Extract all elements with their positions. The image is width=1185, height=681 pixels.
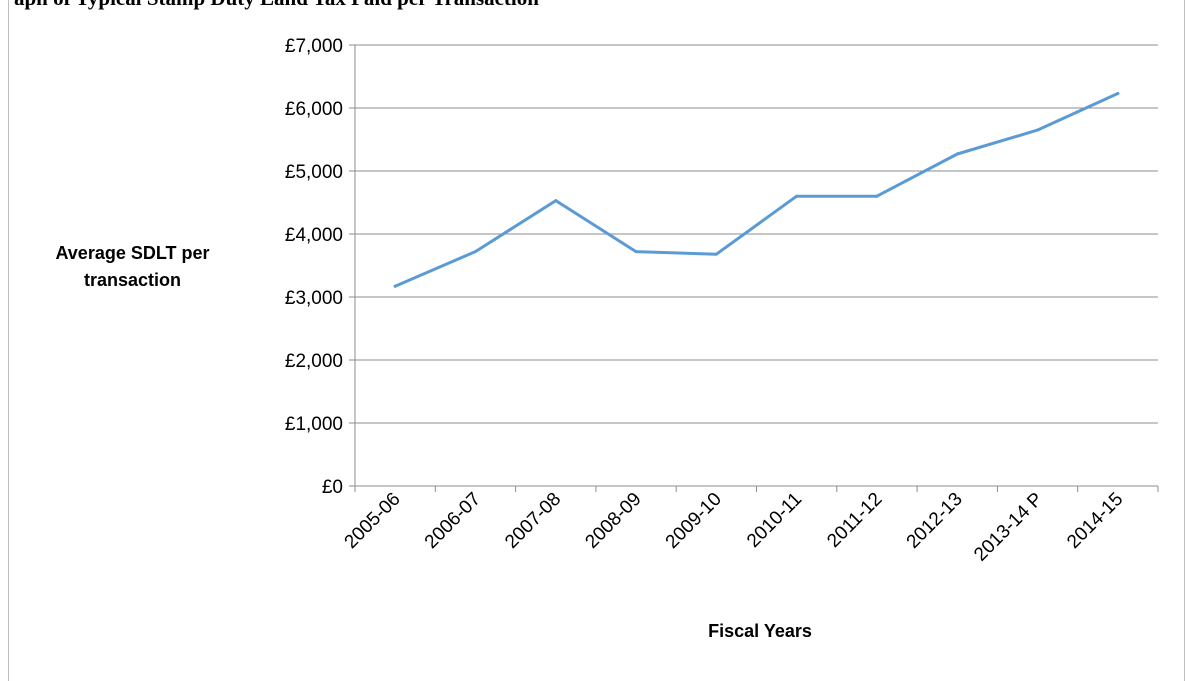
axes xyxy=(354,45,1159,492)
series-line xyxy=(393,92,1120,288)
data-point xyxy=(1116,92,1120,96)
data-point xyxy=(634,250,638,254)
data-point xyxy=(714,252,718,256)
y-tick-label: £3,000 xyxy=(285,288,343,309)
data-point xyxy=(473,250,477,254)
y-tick-label: £1,000 xyxy=(285,414,343,435)
x-tick-label: 2007-08 xyxy=(501,489,565,553)
chart-title-fragment: aph of Typical Stamp Duty Land Tax Paid … xyxy=(14,0,539,11)
series-layer xyxy=(393,92,1120,288)
data-point xyxy=(1036,128,1040,132)
gridlines xyxy=(349,44,1158,487)
data-point xyxy=(393,284,397,288)
x-tick-label: 2011-12 xyxy=(823,489,886,552)
data-point xyxy=(795,194,799,198)
y-axis-label: Average SDLT per transaction xyxy=(55,243,210,290)
x-tick-label: 2010-11 xyxy=(743,489,806,552)
data-point xyxy=(955,152,959,156)
x-tick-label: 2014-15 xyxy=(1063,489,1127,553)
data-point xyxy=(554,199,558,203)
data-point xyxy=(875,194,879,198)
x-tick-label: 2013-14 P xyxy=(970,489,1047,566)
x-axis-label: Fiscal Years xyxy=(708,621,812,641)
y-tick-label: £7,000 xyxy=(285,36,343,57)
x-tick-label: 2005-06 xyxy=(341,489,405,553)
x-tick-label: 2008-09 xyxy=(581,489,645,553)
y-tick-label: £4,000 xyxy=(285,225,343,246)
y-tick-label: £5,000 xyxy=(285,162,343,183)
y-tick-label: £0 xyxy=(322,477,343,498)
x-tick-label: 2006-07 xyxy=(421,489,485,553)
x-tick-labels: 2005-06 2006-07 2007-08 2008-09 2009-10 2010-… xyxy=(341,489,1128,566)
x-tick-label: 2009-10 xyxy=(662,489,726,553)
x-tick-label: 2012-13 xyxy=(903,489,967,553)
y-tick-labels: £0 £1,000 £2,000 £3,000 £4,000 £5,000 £6,000 £7… xyxy=(285,36,343,498)
y-tick-label: £2,000 xyxy=(285,351,343,372)
y-tick-label: £6,000 xyxy=(285,99,343,120)
